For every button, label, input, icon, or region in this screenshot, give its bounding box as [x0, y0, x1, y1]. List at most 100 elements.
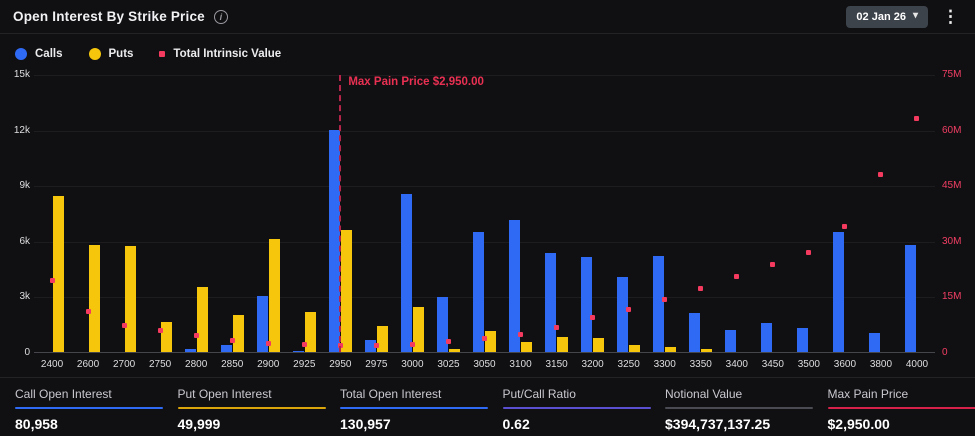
page-title: Open Interest By Strike Price [13, 9, 205, 24]
call-bar-3500[interactable] [797, 328, 809, 352]
intrinsic-value-dot-3025[interactable] [445, 339, 451, 345]
put-bar-3200[interactable] [593, 337, 605, 352]
put-bar-2700[interactable] [124, 246, 136, 352]
call-bar-3150[interactable] [545, 252, 557, 352]
gridline [34, 241, 935, 243]
call-bar-3450[interactable] [761, 323, 773, 352]
right-axis-tick: 30M [942, 235, 962, 247]
put-bar-3300[interactable] [665, 347, 677, 352]
intrinsic-value-dot-3050[interactable] [482, 336, 487, 342]
intrinsic-value-dot-3800[interactable] [878, 171, 884, 177]
put-bar-3000[interactable] [412, 306, 424, 352]
intrinsic-value-dot-3250[interactable] [626, 307, 632, 313]
x-axis-tick-3600: 3600 [833, 359, 857, 370]
call-bar-3250[interactable] [617, 276, 629, 352]
intrinsic-value-dot-2975[interactable] [373, 342, 379, 348]
expiry-date-label: 02 Jan 26 [856, 10, 906, 23]
intrinsic-value-dot-3200[interactable] [590, 315, 596, 321]
x-axis-tick-3800: 3800 [869, 359, 893, 370]
x-axis-tick-3400: 3400 [725, 359, 748, 370]
put-bar-2925[interactable] [304, 311, 316, 352]
put-bar-2850[interactable] [232, 314, 244, 352]
kebab-menu-icon[interactable]: ⋮ [942, 7, 959, 26]
intrinsic-value-dot-3000[interactable] [409, 341, 415, 347]
stat-total-open-interest: Total Open Interest 130,957 [325, 378, 488, 436]
x-axis-tick-4000: 4000 [905, 359, 929, 370]
put-bar-2950[interactable] [340, 229, 352, 352]
intrinsic-value-dot-3350[interactable] [698, 286, 704, 292]
legend-item-puts[interactable]: Puts [88, 48, 133, 60]
legend-swatch-icon [15, 48, 27, 60]
chart-legend: Calls Puts Total Intrinsic Value [15, 48, 281, 60]
call-bar-3400[interactable] [725, 329, 737, 352]
stat-value: 80,958 [15, 416, 58, 432]
put-bar-2800[interactable] [196, 287, 208, 352]
intrinsic-value-dot-2925[interactable] [301, 341, 307, 347]
max-pain-line [339, 75, 342, 352]
x-axis-tick-3250: 3250 [617, 359, 640, 370]
intrinsic-value-dot-2700[interactable] [121, 322, 127, 328]
call-bar-2925[interactable] [292, 350, 304, 352]
intrinsic-value-dot-3300[interactable] [662, 297, 668, 303]
x-axis-tick-3050: 3050 [473, 359, 496, 370]
intrinsic-value-dot-2900[interactable] [265, 340, 271, 346]
put-bar-3100[interactable] [521, 342, 533, 352]
gridline [34, 130, 935, 132]
right-axis-tick: 0 [942, 347, 948, 358]
call-bar-3025[interactable] [436, 297, 448, 352]
legend-swatch-icon [159, 51, 166, 57]
x-axis-tick-3000: 3000 [401, 359, 424, 370]
call-bar-2850[interactable] [220, 344, 232, 352]
right-axis-tick: 45M [942, 180, 962, 192]
intrinsic-value-dot-3100[interactable] [518, 332, 524, 338]
put-bar-2600[interactable] [88, 244, 100, 352]
legend-item-calls[interactable]: Calls [15, 48, 63, 60]
put-bar-3150[interactable] [557, 336, 569, 352]
call-bar-2975[interactable] [364, 339, 376, 352]
stat-label: Put Open Interest [177, 387, 272, 401]
intrinsic-value-dot-2750[interactable] [157, 327, 163, 333]
put-bar-3050[interactable] [485, 330, 496, 352]
intrinsic-value-dot-2850[interactable] [229, 337, 235, 343]
put-bar-3350[interactable] [701, 349, 713, 352]
intrinsic-value-dot-3500[interactable] [806, 250, 812, 256]
call-bar-3350[interactable] [689, 313, 701, 352]
put-bar-3250[interactable] [629, 344, 641, 352]
put-bar-3025[interactable] [448, 349, 460, 352]
left-axis-tick: 15k [13, 69, 30, 80]
put-bar-2750[interactable] [160, 322, 172, 352]
intrinsic-value-dot-3400[interactable] [734, 273, 740, 279]
intrinsic-value-dot-4000[interactable] [914, 115, 920, 121]
stat-underline [15, 407, 163, 409]
intrinsic-value-dot-2600[interactable] [85, 308, 91, 314]
stat-label: Total Open Interest [340, 387, 442, 401]
right-axis-tick: 75M [942, 69, 962, 80]
call-bar-2950[interactable] [328, 129, 340, 352]
call-bar-3050[interactable] [473, 231, 484, 352]
expiry-date-selector[interactable]: 02 Jan 26 ▾ [846, 5, 928, 28]
call-bar-3100[interactable] [509, 220, 521, 352]
call-bar-3800[interactable] [869, 332, 881, 352]
x-axis-tick-2400: 2400 [40, 359, 64, 370]
left-axis-tick: 6k [19, 235, 30, 247]
put-bar-2900[interactable] [268, 238, 280, 352]
call-bar-3000[interactable] [400, 194, 412, 352]
put-bar-2400[interactable] [52, 196, 64, 352]
intrinsic-value-dot-2400[interactable] [49, 277, 55, 283]
info-icon[interactable]: i [213, 9, 228, 24]
intrinsic-value-dot-3150[interactable] [554, 324, 560, 330]
put-bar-2975[interactable] [376, 326, 388, 352]
legend-item-total-intrinsic-value[interactable]: Total Intrinsic Value [159, 48, 281, 60]
call-bar-4000[interactable] [905, 244, 917, 352]
call-bar-3200[interactable] [581, 257, 593, 352]
call-bar-2900[interactable] [256, 295, 268, 352]
x-axis-tick-3450: 3450 [761, 359, 784, 370]
call-bar-3300[interactable] [653, 256, 665, 352]
intrinsic-value-dot-3600[interactable] [842, 224, 848, 230]
legend-label: Total Intrinsic Value [173, 48, 282, 60]
intrinsic-value-dot-2800[interactable] [193, 332, 199, 338]
intrinsic-value-dot-3450[interactable] [770, 261, 776, 267]
stat-underline [827, 407, 975, 409]
call-bar-3600[interactable] [833, 232, 845, 352]
call-bar-2800[interactable] [184, 349, 196, 352]
